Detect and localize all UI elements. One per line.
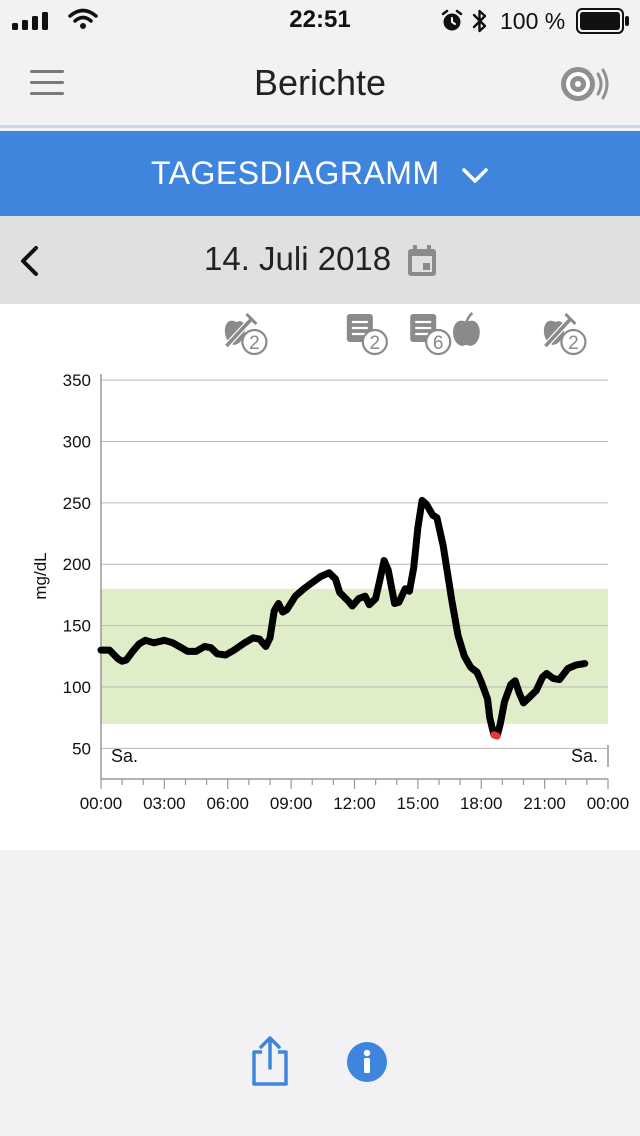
- syringe-icon: [544, 316, 573, 348]
- y-axis-title: mg/dL: [31, 552, 50, 599]
- y-tick-label: 300: [63, 433, 91, 452]
- signal-icon: [12, 12, 48, 30]
- apple-stem: [465, 312, 474, 323]
- navigation-header: Berichte: [0, 40, 640, 128]
- current-date: 14. Juli 2018: [204, 240, 392, 277]
- y-tick-label: 150: [63, 617, 91, 636]
- glucose-low-segment: [490, 731, 501, 740]
- chevron-down-icon: [462, 167, 488, 183]
- chevron-left-icon[interactable]: [16, 244, 46, 278]
- info-icon[interactable]: [346, 1041, 388, 1083]
- y-tick-label: 50: [72, 739, 91, 758]
- apple-icon: [453, 320, 480, 346]
- x-tick-label: 21:00: [523, 794, 566, 813]
- glucose-chart-card: 50 100 150 200 250 300 350 00:00 03:00 06:00 09:00…: [0, 304, 640, 850]
- x-tick-label: 00:00: [80, 794, 123, 813]
- x-tick-label: 18:00: [460, 794, 503, 813]
- count-badge-number: 2: [370, 333, 381, 354]
- wifi-icon: [68, 8, 98, 29]
- report-type-selector[interactable]: TAGESDIAGRAMM: [0, 131, 640, 216]
- count-badge: [425, 328, 452, 356]
- count-badge: [241, 328, 268, 356]
- x-tick-label: 12:00: [333, 794, 376, 813]
- count-badge-number: 6: [433, 333, 444, 354]
- x-tick-label: 06:00: [206, 794, 249, 813]
- x-tick-label: 15:00: [397, 794, 440, 813]
- x-tick-label: 03:00: [143, 794, 186, 813]
- y-tick-label: 250: [63, 494, 91, 513]
- count-badge: [560, 328, 587, 356]
- date-navigation: 14. Juli 2018: [0, 216, 640, 304]
- count-badge-number: 2: [568, 333, 579, 354]
- share-icon[interactable]: [250, 1034, 290, 1088]
- y-tick-label: 350: [63, 371, 91, 390]
- count-badge: [361, 328, 388, 356]
- page-title: Berichte: [253, 62, 387, 103]
- target-range-band: [101, 588, 608, 724]
- y-tick-label: 100: [63, 678, 91, 697]
- hamburger-menu-icon[interactable]: [30, 70, 64, 96]
- syringe-handle: [245, 312, 258, 326]
- bluetooth-icon: [472, 9, 487, 33]
- day-label-end: Sa.: [571, 746, 598, 766]
- glucose-daily-chart: 50 100 150 200 250 300 350 00:00 03:00 06:00 09:00…: [31, 312, 630, 813]
- y-tick-label: 200: [63, 555, 91, 574]
- syringe-icon: [225, 316, 254, 348]
- alarm-icon: [441, 9, 463, 31]
- x-tick-label: 09:00: [270, 794, 313, 813]
- status-time: 22:51: [289, 6, 351, 33]
- status-bar: 22:51 100 %: [0, 0, 640, 40]
- x-tick-label: 00:00: [587, 794, 630, 813]
- syringe-handle: [564, 312, 577, 326]
- report-type-label: TAGESDIAGRAMM: [151, 155, 440, 191]
- sensor-scan-icon[interactable]: [556, 62, 610, 106]
- day-label-start: Sa.: [111, 746, 138, 766]
- glucose-line: [97, 496, 589, 740]
- battery-icon: [576, 8, 629, 34]
- count-badge-number: 2: [249, 333, 260, 354]
- calendar-icon[interactable]: [406, 244, 438, 278]
- battery-percentage: 100 %: [500, 8, 566, 34]
